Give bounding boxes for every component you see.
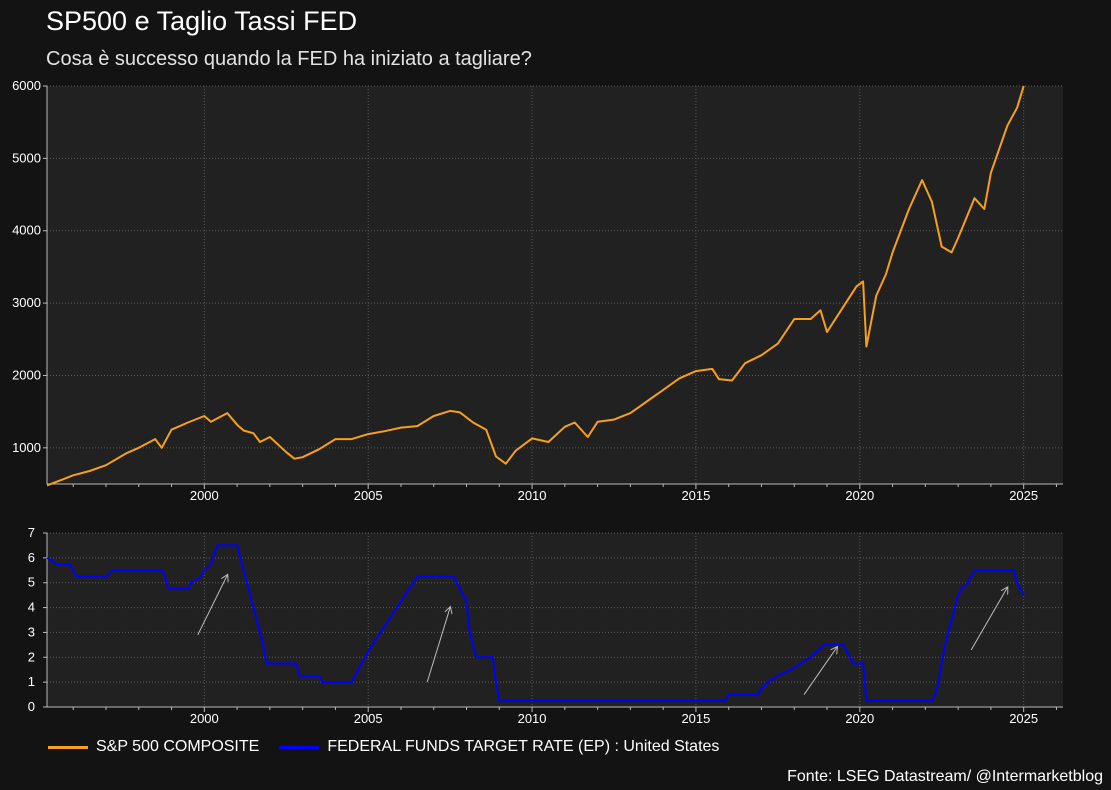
sp500-ytick-label: 5000: [12, 150, 41, 165]
fed-ytick-label: 3: [28, 624, 35, 639]
sp500-ytick-label: 4000: [12, 223, 41, 238]
fed-plot-area: [47, 533, 1063, 707]
legend-swatch-sp500: [48, 745, 88, 749]
fed-ytick-label: 7: [28, 525, 35, 540]
fed-ytick-label: 6: [28, 550, 35, 565]
sp500-xtick-label: 2025: [1009, 488, 1038, 503]
sp500-plot-area: [47, 86, 1063, 484]
legend-swatch-fed: [279, 745, 320, 749]
fed-series-line-0: [46, 544, 1025, 702]
fed-xtick-label: 2025: [1009, 711, 1038, 726]
sp500-series-line-0: [46, 85, 1025, 487]
fed-ytick-label: 5: [28, 575, 35, 590]
sp500-xtick-label: 2015: [681, 488, 710, 503]
sp500-ytick-label: 1000: [12, 440, 41, 455]
fed-xtick-label: 2020: [845, 711, 874, 726]
sp500-ytick-label: 3000: [12, 295, 41, 310]
sp500-xtick-label: 2005: [354, 488, 383, 503]
source-note: Fonte: LSEG Datastream/ @Intermarketblog: [787, 768, 1103, 785]
fed-xtick-label: 2000: [190, 711, 219, 726]
chart-title: SP500 e Taglio Tassi FED: [46, 6, 358, 36]
sp500-xtick-label: 2000: [190, 488, 219, 503]
fed-xtick-label: 2010: [518, 711, 547, 726]
fed-rate-panel: 0 1 2 3 4 5 6 7 2000 2005 2010 2015 2020 2025: [28, 525, 1063, 726]
legend-item-sp500: S&P 500 COMPOSITE: [48, 738, 259, 756]
fed-xtick-label: 2015: [681, 711, 710, 726]
sp500-ytick-label: 6000: [12, 78, 41, 93]
sp500-ytick-label: 2000: [12, 367, 41, 382]
fed-ytick-label: 2: [28, 649, 35, 664]
fed-ytick-label: 0: [28, 699, 35, 714]
rate-cut-arrow-3: [970, 588, 1007, 651]
fed-ytick-label: 4: [28, 600, 35, 615]
legend-item-fed: FEDERAL FUNDS TARGET RATE (EP) : United …: [279, 738, 719, 756]
legend: S&P 500 COMPOSITE FEDERAL FUNDS TARGET R…: [48, 738, 719, 756]
fed-ytick-label: 1: [28, 674, 35, 689]
fed-xtick-label: 2005: [354, 711, 383, 726]
sp500-xtick-label: 2020: [845, 488, 874, 503]
rate-cut-arrow-0: [197, 575, 227, 636]
legend-label-fed: FEDERAL FUNDS TARGET RATE (EP) : United …: [327, 738, 720, 755]
legend-label-sp500: S&P 500 COMPOSITE: [96, 738, 260, 755]
rate-cut-arrow-2: [803, 647, 837, 695]
sp500-panel: 1000 2000 3000 4000 5000 6000 2000 2005 2010 2015…: [12, 78, 1063, 503]
rate-cut-arrow-1: [426, 608, 450, 683]
sp500-xtick-label: 2010: [518, 488, 547, 503]
chart-subtitle: Cosa è successo quando la FED ha iniziat…: [46, 48, 532, 70]
